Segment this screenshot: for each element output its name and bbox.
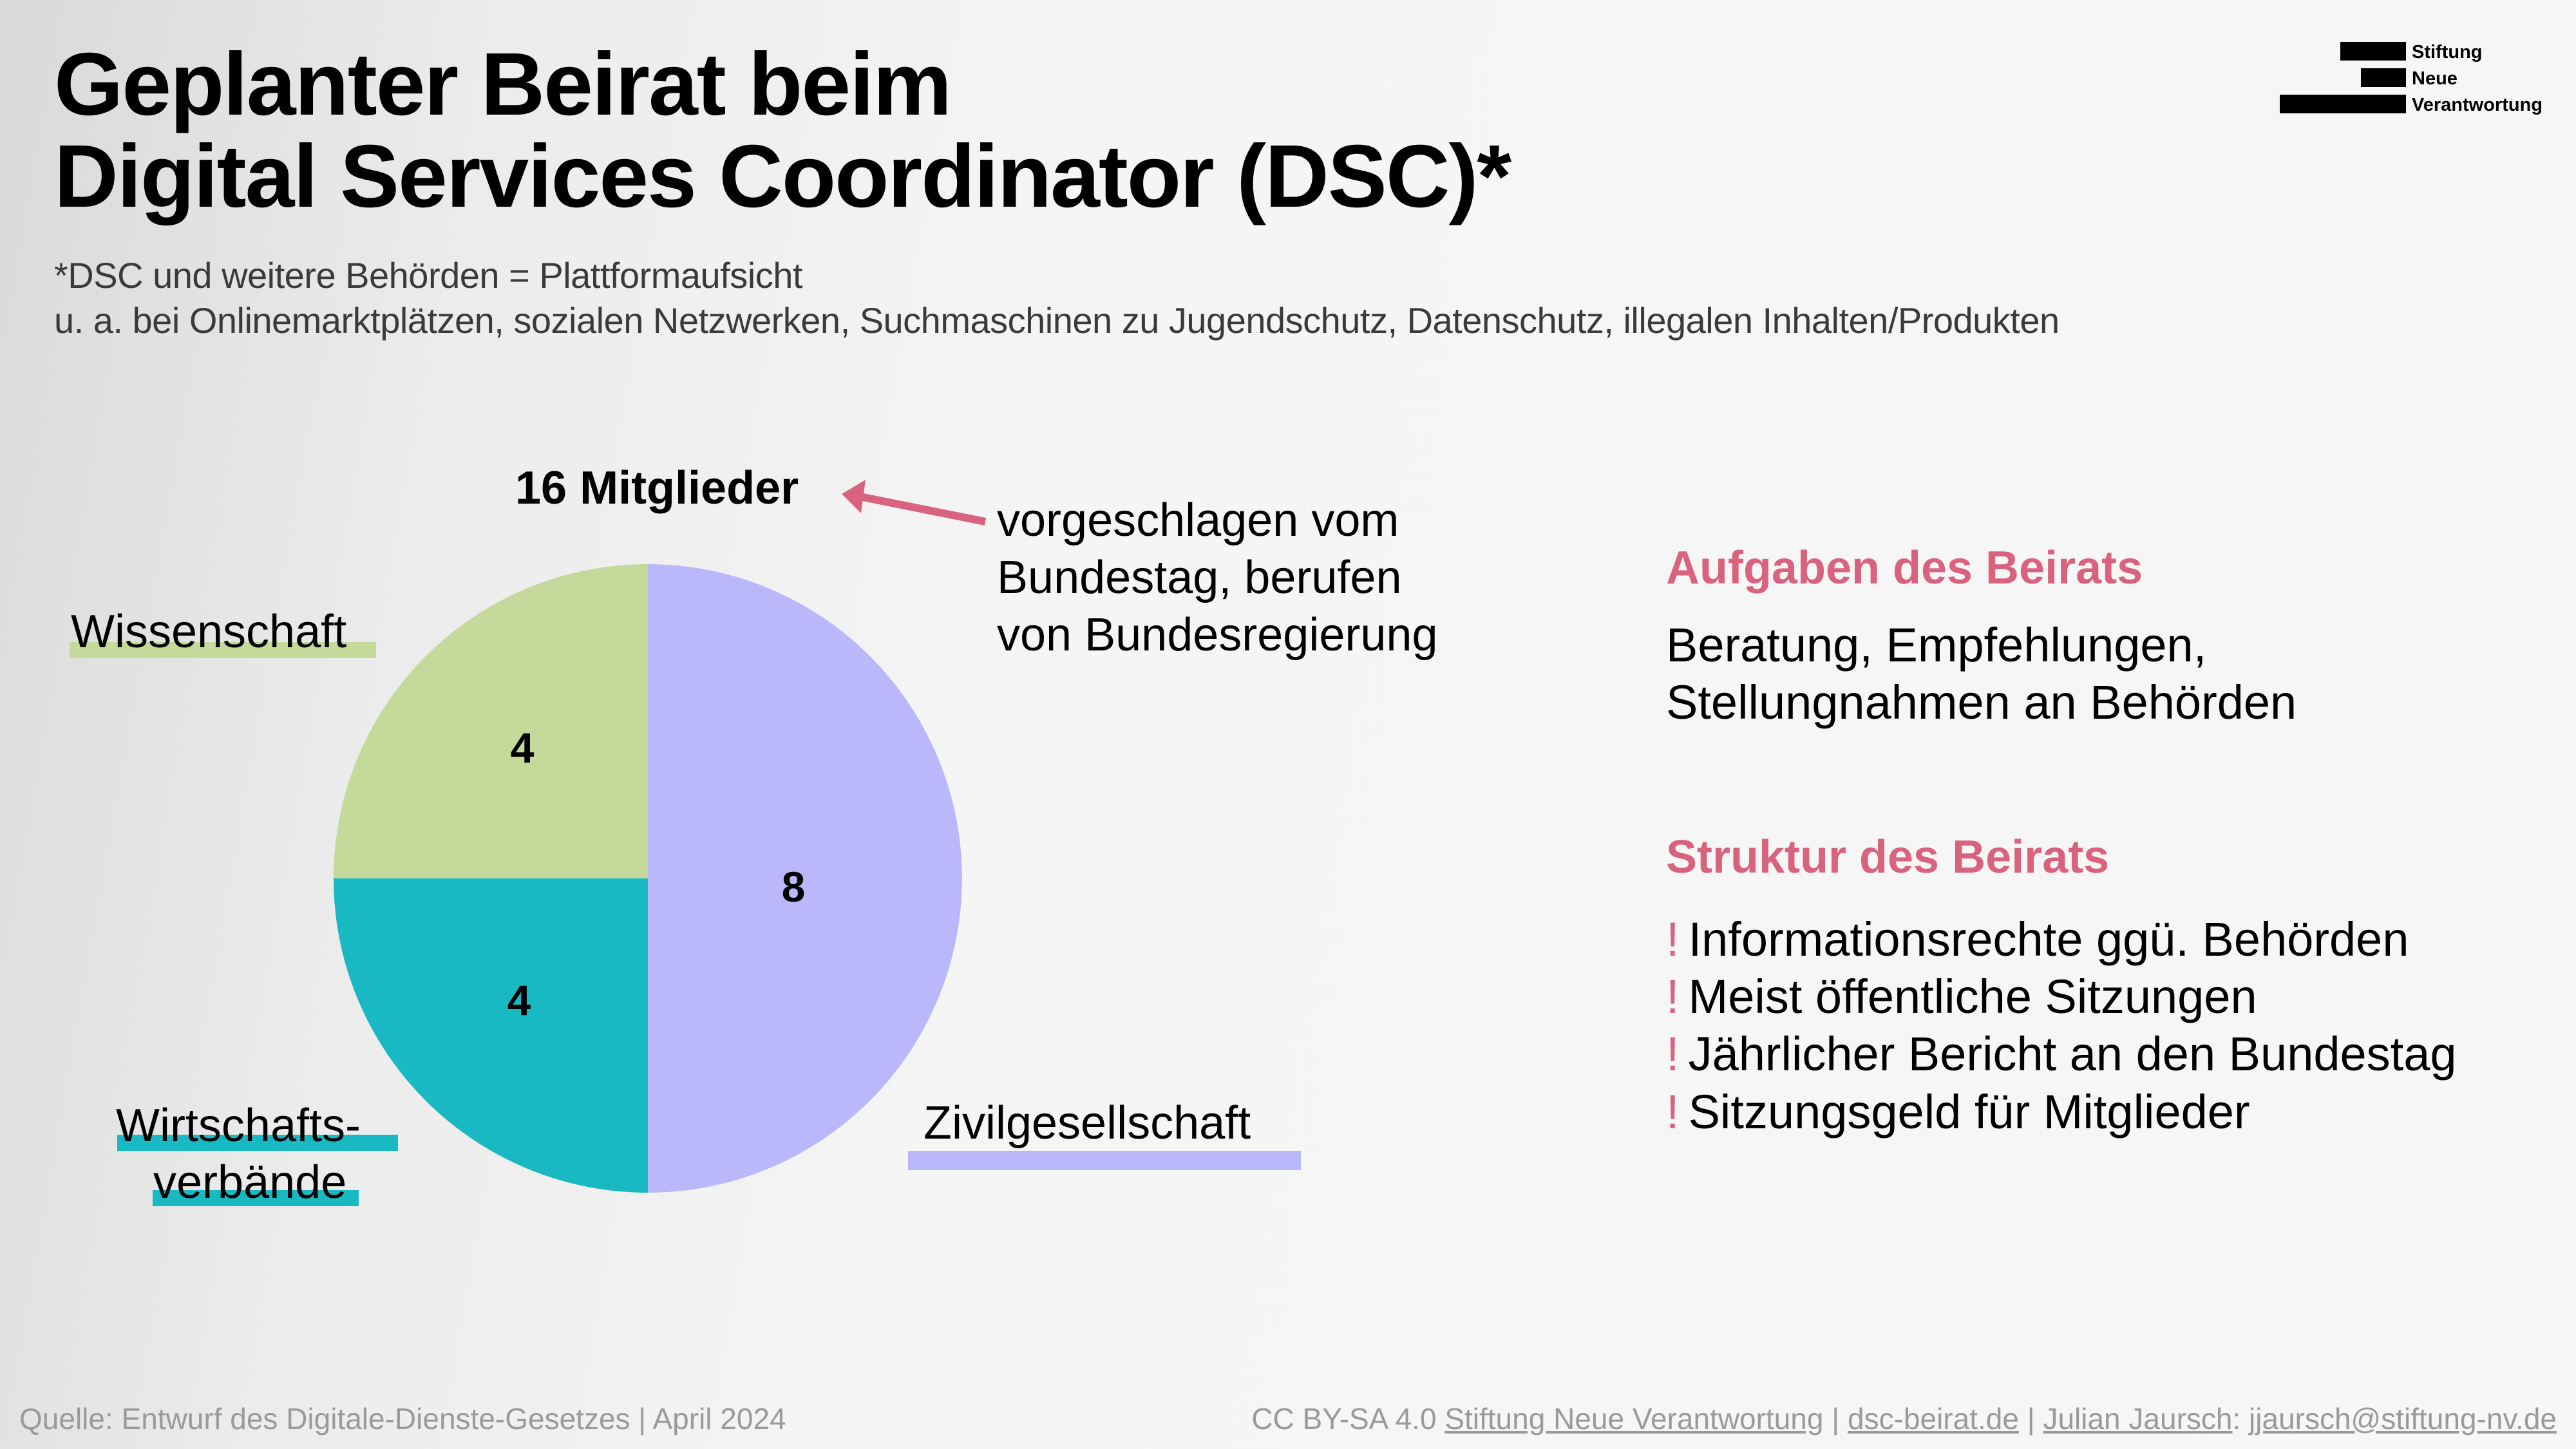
structure-item-text: Informationsrechte ggü. Behörden	[1688, 913, 2409, 966]
structure-item: ! Sitzungsgeld für Mitglieder	[1666, 1088, 2250, 1136]
logo-bar-icon	[2361, 68, 2406, 87]
logo-text-stiftung: Stiftung	[2412, 42, 2483, 62]
logo-bar-icon	[2340, 42, 2406, 61]
exclamation-icon: !	[1666, 970, 1680, 1023]
pie-value-wirtschaftsverbaende: 4	[507, 976, 531, 1024]
pie-slice-wissenschaft	[334, 564, 648, 878]
footer-separator: |	[2018, 1402, 2043, 1435]
annotation-line-1: vorgeschlagen vom	[997, 495, 1399, 546]
pie-chart	[334, 564, 962, 1193]
highlight-bar-wirtschafts	[117, 1135, 398, 1151]
subtitle-line-1: *DSC und weitere Behörden = Plattformauf…	[54, 255, 802, 296]
footer-site-link[interactable]: dsc-beirat.de	[1848, 1402, 2019, 1435]
footer-colon: :	[2232, 1402, 2249, 1435]
tasks-heading: Aufgaben des Beirats	[1666, 542, 2143, 594]
pie-value-zivilgesellschaft: 8	[781, 863, 806, 911]
page-title-line-2: Digital Services Coordinator (DSC)*	[54, 127, 1511, 226]
arrow-left-icon	[842, 480, 987, 526]
structure-item: ! Jährlicher Bericht an den Bundestag	[1666, 1030, 2457, 1078]
label-wirtschaftsverbaende-line-2: verbände	[153, 1157, 347, 1208]
exclamation-icon: !	[1666, 1027, 1680, 1081]
page-title-line-1: Geplanter Beirat beim	[54, 35, 952, 134]
logo-text-verantwortung: Verantwortung	[2412, 95, 2543, 115]
pie-slice-wirtschaftsverbaende	[334, 878, 648, 1193]
structure-item-text: Jährlicher Bericht an den Bundestag	[1688, 1027, 2457, 1081]
label-wirtschaftsverbaende-line-1: Wirtschafts-	[116, 1100, 361, 1151]
footer-separator: |	[1823, 1402, 1848, 1435]
footer-license: CC BY-SA 4.0	[1251, 1402, 1437, 1435]
structure-item: ! Informationsrechte ggü. Behörden	[1666, 916, 2409, 963]
highlight-bar-wissenschaft	[70, 642, 376, 658]
annotation-line-3: von Bundesregierung	[997, 609, 1438, 661]
pie-value-wissenschaft: 4	[510, 724, 535, 772]
logo-bar-icon	[2280, 95, 2406, 113]
footer-author-link[interactable]: Julian Jaursch	[2043, 1402, 2233, 1435]
logo-text-neue: Neue	[2412, 68, 2458, 89]
pie-slice-zivilgesellschaft	[648, 564, 962, 1193]
label-zivilgesellschaft: Zivilgesellschaft	[923, 1097, 1251, 1149]
structure-heading: Struktur des Beirats	[1666, 831, 2110, 883]
footer-source: Quelle: Entwurf des Digitale-Dienste-Ges…	[19, 1402, 786, 1435]
label-wissenschaft: Wissenschaft	[71, 606, 347, 658]
exclamation-icon: !	[1666, 913, 1680, 966]
structure-item-text: Sitzungsgeld für Mitglieder	[1688, 1085, 2250, 1139]
structure-item-text: Meist öffentliche Sitzungen	[1688, 970, 2257, 1023]
exclamation-icon: !	[1666, 1085, 1680, 1139]
highlight-bar-zivilgesellschaft	[908, 1151, 1301, 1170]
tasks-line-1: Beratung, Empfehlungen,	[1666, 618, 2207, 672]
members-total-label: 16 Mitglieder	[515, 462, 799, 514]
footer-org-link[interactable]: Stiftung Neue Verantwortung	[1444, 1402, 1824, 1435]
footer-email-link[interactable]: jjaursch@stiftung-nv.de	[2249, 1402, 2557, 1435]
subtitle-line-2: u. a. bei Onlinemarktplätzen, sozialen N…	[54, 300, 2060, 341]
tasks-line-2: Stellungnahmen an Behörden	[1666, 676, 2297, 729]
highlight-bar-verbaende	[153, 1190, 359, 1206]
footer-credits: CC BY-SA 4.0 Stiftung Neue Verantwortung…	[1251, 1404, 2557, 1434]
annotation-line-2: Bundestag, berufen	[997, 552, 1402, 603]
structure-item: ! Meist öffentliche Sitzungen	[1666, 973, 2257, 1021]
